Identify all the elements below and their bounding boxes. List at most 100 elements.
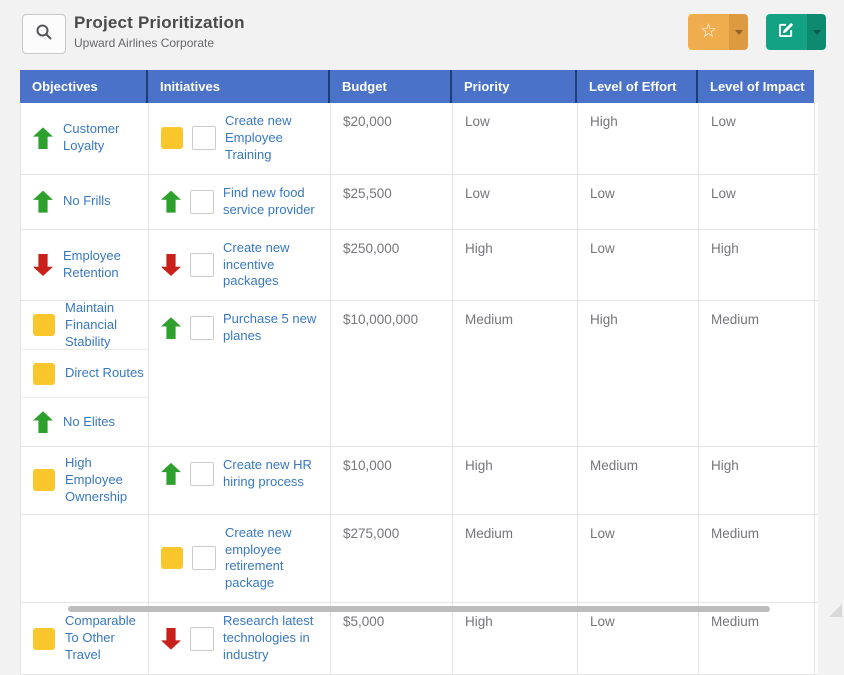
level-of-impact-cell: Low bbox=[699, 103, 815, 174]
level-of-effort-cell: Low bbox=[578, 603, 699, 674]
initiative-group: Create new Employee Training bbox=[161, 113, 324, 164]
table-row: No Frills Find new food service provider $… bbox=[20, 174, 818, 230]
initiative-cell: Purchase 5 new planes bbox=[149, 301, 331, 447]
priority-cell: Low bbox=[453, 174, 578, 229]
budget-cell: $10,000,000 bbox=[331, 301, 453, 447]
initiative-link[interactable]: Create new HR hiring process bbox=[223, 457, 312, 489]
initiative-checkbox[interactable] bbox=[190, 461, 214, 486]
objective-link[interactable]: Maintain Financial Stability bbox=[65, 299, 118, 349]
objectives-cell: Employee Retention bbox=[21, 229, 149, 301]
budget-cell: $20,000 bbox=[331, 103, 453, 174]
chevron-down-icon bbox=[734, 29, 743, 35]
action-buttons: ☆ bbox=[688, 14, 826, 50]
favorite-button[interactable]: ☆ bbox=[688, 14, 729, 50]
initiative-link[interactable]: Create new incentive packages bbox=[223, 239, 290, 289]
objective-item: Employee Retention bbox=[21, 230, 148, 301]
down-arrow-icon bbox=[161, 627, 181, 650]
square-status-icon bbox=[33, 469, 55, 492]
edit-icon bbox=[779, 22, 794, 42]
initiative-cell: Research latest technologies in industry bbox=[149, 603, 331, 674]
objective-item: Customer Loyalty bbox=[21, 103, 148, 174]
objectives-cell: No Frills bbox=[21, 174, 149, 229]
objective-link[interactable]: Employee Retention bbox=[63, 248, 121, 280]
level-of-effort-cell: Medium bbox=[578, 447, 699, 514]
down-arrow-icon bbox=[33, 254, 53, 276]
column-header-budget: Budget bbox=[330, 70, 452, 103]
level-of-impact-cell: Medium bbox=[699, 514, 815, 603]
search-button[interactable] bbox=[22, 14, 66, 54]
up-arrow-icon bbox=[161, 462, 181, 485]
objective-item: Direct Routes bbox=[21, 350, 148, 399]
initiative-checkbox[interactable] bbox=[190, 189, 214, 214]
table-body: Customer Loyalty Create new Employee Trai… bbox=[20, 103, 818, 675]
initiative-checkbox[interactable] bbox=[190, 626, 214, 651]
page-title: Project Prioritization bbox=[74, 13, 245, 32]
initiative-checkbox[interactable] bbox=[192, 546, 216, 571]
resize-grip[interactable] bbox=[829, 604, 842, 617]
table-header-row: Objectives Initiatives Budget Priority Level… bbox=[20, 70, 818, 103]
square-status-icon bbox=[161, 547, 183, 570]
initiative-link[interactable]: Create new employee retirement package bbox=[225, 524, 292, 591]
objectives-cell: Customer Loyalty bbox=[21, 103, 149, 174]
initiative-group: Create new employee retirement package bbox=[161, 525, 324, 593]
initiative-link[interactable]: Research latest technologies in industry bbox=[223, 613, 314, 663]
level-of-effort-cell: Low bbox=[578, 514, 699, 603]
initiative-cell: Create new incentive packages bbox=[149, 229, 331, 301]
objective-item: Maintain Financial Stability bbox=[21, 299, 148, 350]
objective-item: Comparable To Other Travel bbox=[21, 603, 148, 674]
level-of-impact-cell: Medium bbox=[699, 603, 815, 674]
initiative-checkbox[interactable] bbox=[190, 316, 214, 341]
edit-split-button bbox=[766, 14, 826, 50]
priority-cell: Medium bbox=[453, 514, 578, 603]
objective-link[interactable]: No Elites bbox=[63, 413, 116, 429]
square-status-icon bbox=[33, 627, 55, 650]
up-arrow-icon bbox=[161, 190, 181, 213]
objective-link[interactable]: Customer Loyalty bbox=[63, 121, 120, 154]
table-row: Comparable To Other Travel Research lates… bbox=[20, 603, 818, 675]
down-arrow-icon bbox=[161, 254, 181, 276]
initiative-group: Find new food service provider bbox=[161, 185, 324, 219]
initiative-checkbox[interactable] bbox=[190, 253, 214, 277]
initiative-link[interactable]: Purchase 5 new planes bbox=[223, 311, 317, 344]
level-of-effort-cell: High bbox=[578, 301, 699, 447]
objective-link[interactable]: Comparable To Other Travel bbox=[65, 613, 136, 663]
initiative-cell: Create new HR hiring process bbox=[149, 447, 331, 514]
table-row: Create new employee retirement package $2… bbox=[20, 514, 818, 604]
initiative-cell: Create new employee retirement package bbox=[149, 514, 331, 603]
favorite-dropdown-button[interactable] bbox=[729, 14, 748, 50]
up-arrow-icon bbox=[33, 127, 53, 150]
level-of-effort-cell: Low bbox=[578, 229, 699, 301]
budget-cell: $25,500 bbox=[331, 174, 453, 229]
up-arrow-icon bbox=[33, 411, 53, 434]
priority-cell: High bbox=[453, 229, 578, 301]
initiative-link[interactable]: Create new Employee Training bbox=[225, 113, 292, 162]
edit-button[interactable] bbox=[766, 14, 807, 50]
table-row: High Employee Ownership Create new HR hir… bbox=[20, 447, 818, 515]
initiative-cell: Find new food service provider bbox=[149, 174, 331, 229]
objectives-cell: High Employee Ownership bbox=[21, 447, 149, 514]
initiative-checkbox[interactable] bbox=[192, 126, 216, 151]
level-of-effort-cell: Low bbox=[578, 174, 699, 229]
level-of-impact-cell: Medium bbox=[699, 301, 815, 447]
objective-link[interactable]: Direct Routes bbox=[65, 365, 144, 381]
horizontal-scrollbar[interactable] bbox=[68, 606, 770, 612]
title-block: Project Prioritization Upward Airlines C… bbox=[74, 13, 245, 50]
page-subtitle: Upward Airlines Corporate bbox=[74, 36, 215, 50]
edit-dropdown-button[interactable] bbox=[807, 14, 826, 50]
favorite-split-button: ☆ bbox=[688, 14, 748, 50]
up-arrow-icon bbox=[161, 317, 181, 340]
initiative-link[interactable]: Find new food service provider bbox=[223, 184, 315, 217]
column-header-level-of-impact: Level of Impact bbox=[698, 70, 814, 103]
column-header-priority: Priority bbox=[452, 70, 577, 103]
objective-item: No Elites bbox=[21, 398, 148, 446]
objective-link[interactable]: High Employee Ownership bbox=[65, 455, 128, 504]
column-header-level-of-effort: Level of Effort bbox=[577, 70, 698, 103]
objectives-cell: Maintain Financial Stability Direct Route… bbox=[21, 299, 149, 447]
level-of-impact-cell: High bbox=[699, 447, 815, 514]
table-row: Maintain Financial Stability Direct Route… bbox=[20, 299, 818, 448]
objective-link[interactable]: No Frills bbox=[63, 193, 111, 209]
objective-item: No Frills bbox=[21, 175, 148, 229]
initiative-group: Research latest technologies in industry bbox=[161, 613, 324, 664]
square-status-icon bbox=[33, 314, 55, 337]
initiative-cell: Create new Employee Training bbox=[149, 103, 331, 174]
